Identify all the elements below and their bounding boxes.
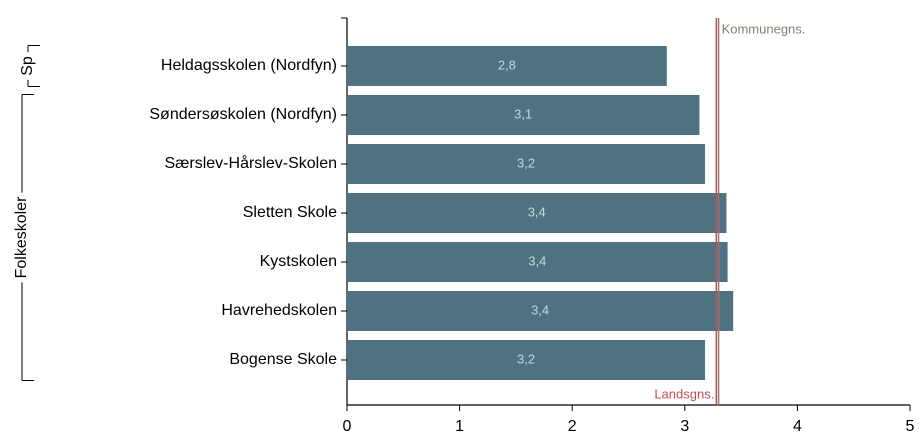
y-tick-label: Kystskolen [260, 253, 337, 270]
group-label-bg [13, 192, 31, 283]
bar [347, 95, 700, 135]
group-label: Folkeskoler [13, 196, 30, 278]
x-tick-label: 5 [906, 418, 915, 435]
y-tick-label: Søndersøskolen (Nordfyn) [149, 106, 337, 123]
group-label: Sp [19, 56, 36, 76]
y-tick-label: Sletten Skole [243, 204, 337, 221]
bar [347, 144, 706, 184]
bar [347, 46, 667, 86]
bar-value-label: 2,8 [498, 57, 516, 72]
bar-value-label: 3,2 [517, 155, 535, 170]
bar-value-label: 3,4 [528, 204, 546, 219]
reference-label: Landsgns. [654, 386, 714, 401]
y-tick-label: Havrehedskolen [221, 302, 337, 319]
reference-label: Kommunegns. [722, 21, 806, 36]
bar [347, 242, 728, 282]
group-label-bg [19, 52, 37, 80]
bar-value-label: 3,4 [531, 302, 549, 317]
x-tick-label: 2 [568, 418, 577, 435]
bar-value-label: 3,1 [514, 106, 532, 121]
bar [347, 193, 727, 233]
x-tick-label: 4 [793, 418, 802, 435]
bar [347, 340, 706, 380]
y-tick-label: Heldagsskolen (Nordfyn) [161, 57, 337, 74]
bar-value-label: 3,4 [528, 253, 546, 268]
y-tick-label: Særslev-Hårslev-Skolen [165, 154, 338, 172]
x-tick-label: 1 [455, 418, 464, 435]
bar [347, 291, 734, 331]
x-tick-label: 0 [343, 418, 352, 435]
y-tick-label: Bogense Skole [229, 351, 337, 368]
bar-value-label: 3,2 [517, 351, 535, 366]
x-tick-label: 3 [680, 418, 689, 435]
